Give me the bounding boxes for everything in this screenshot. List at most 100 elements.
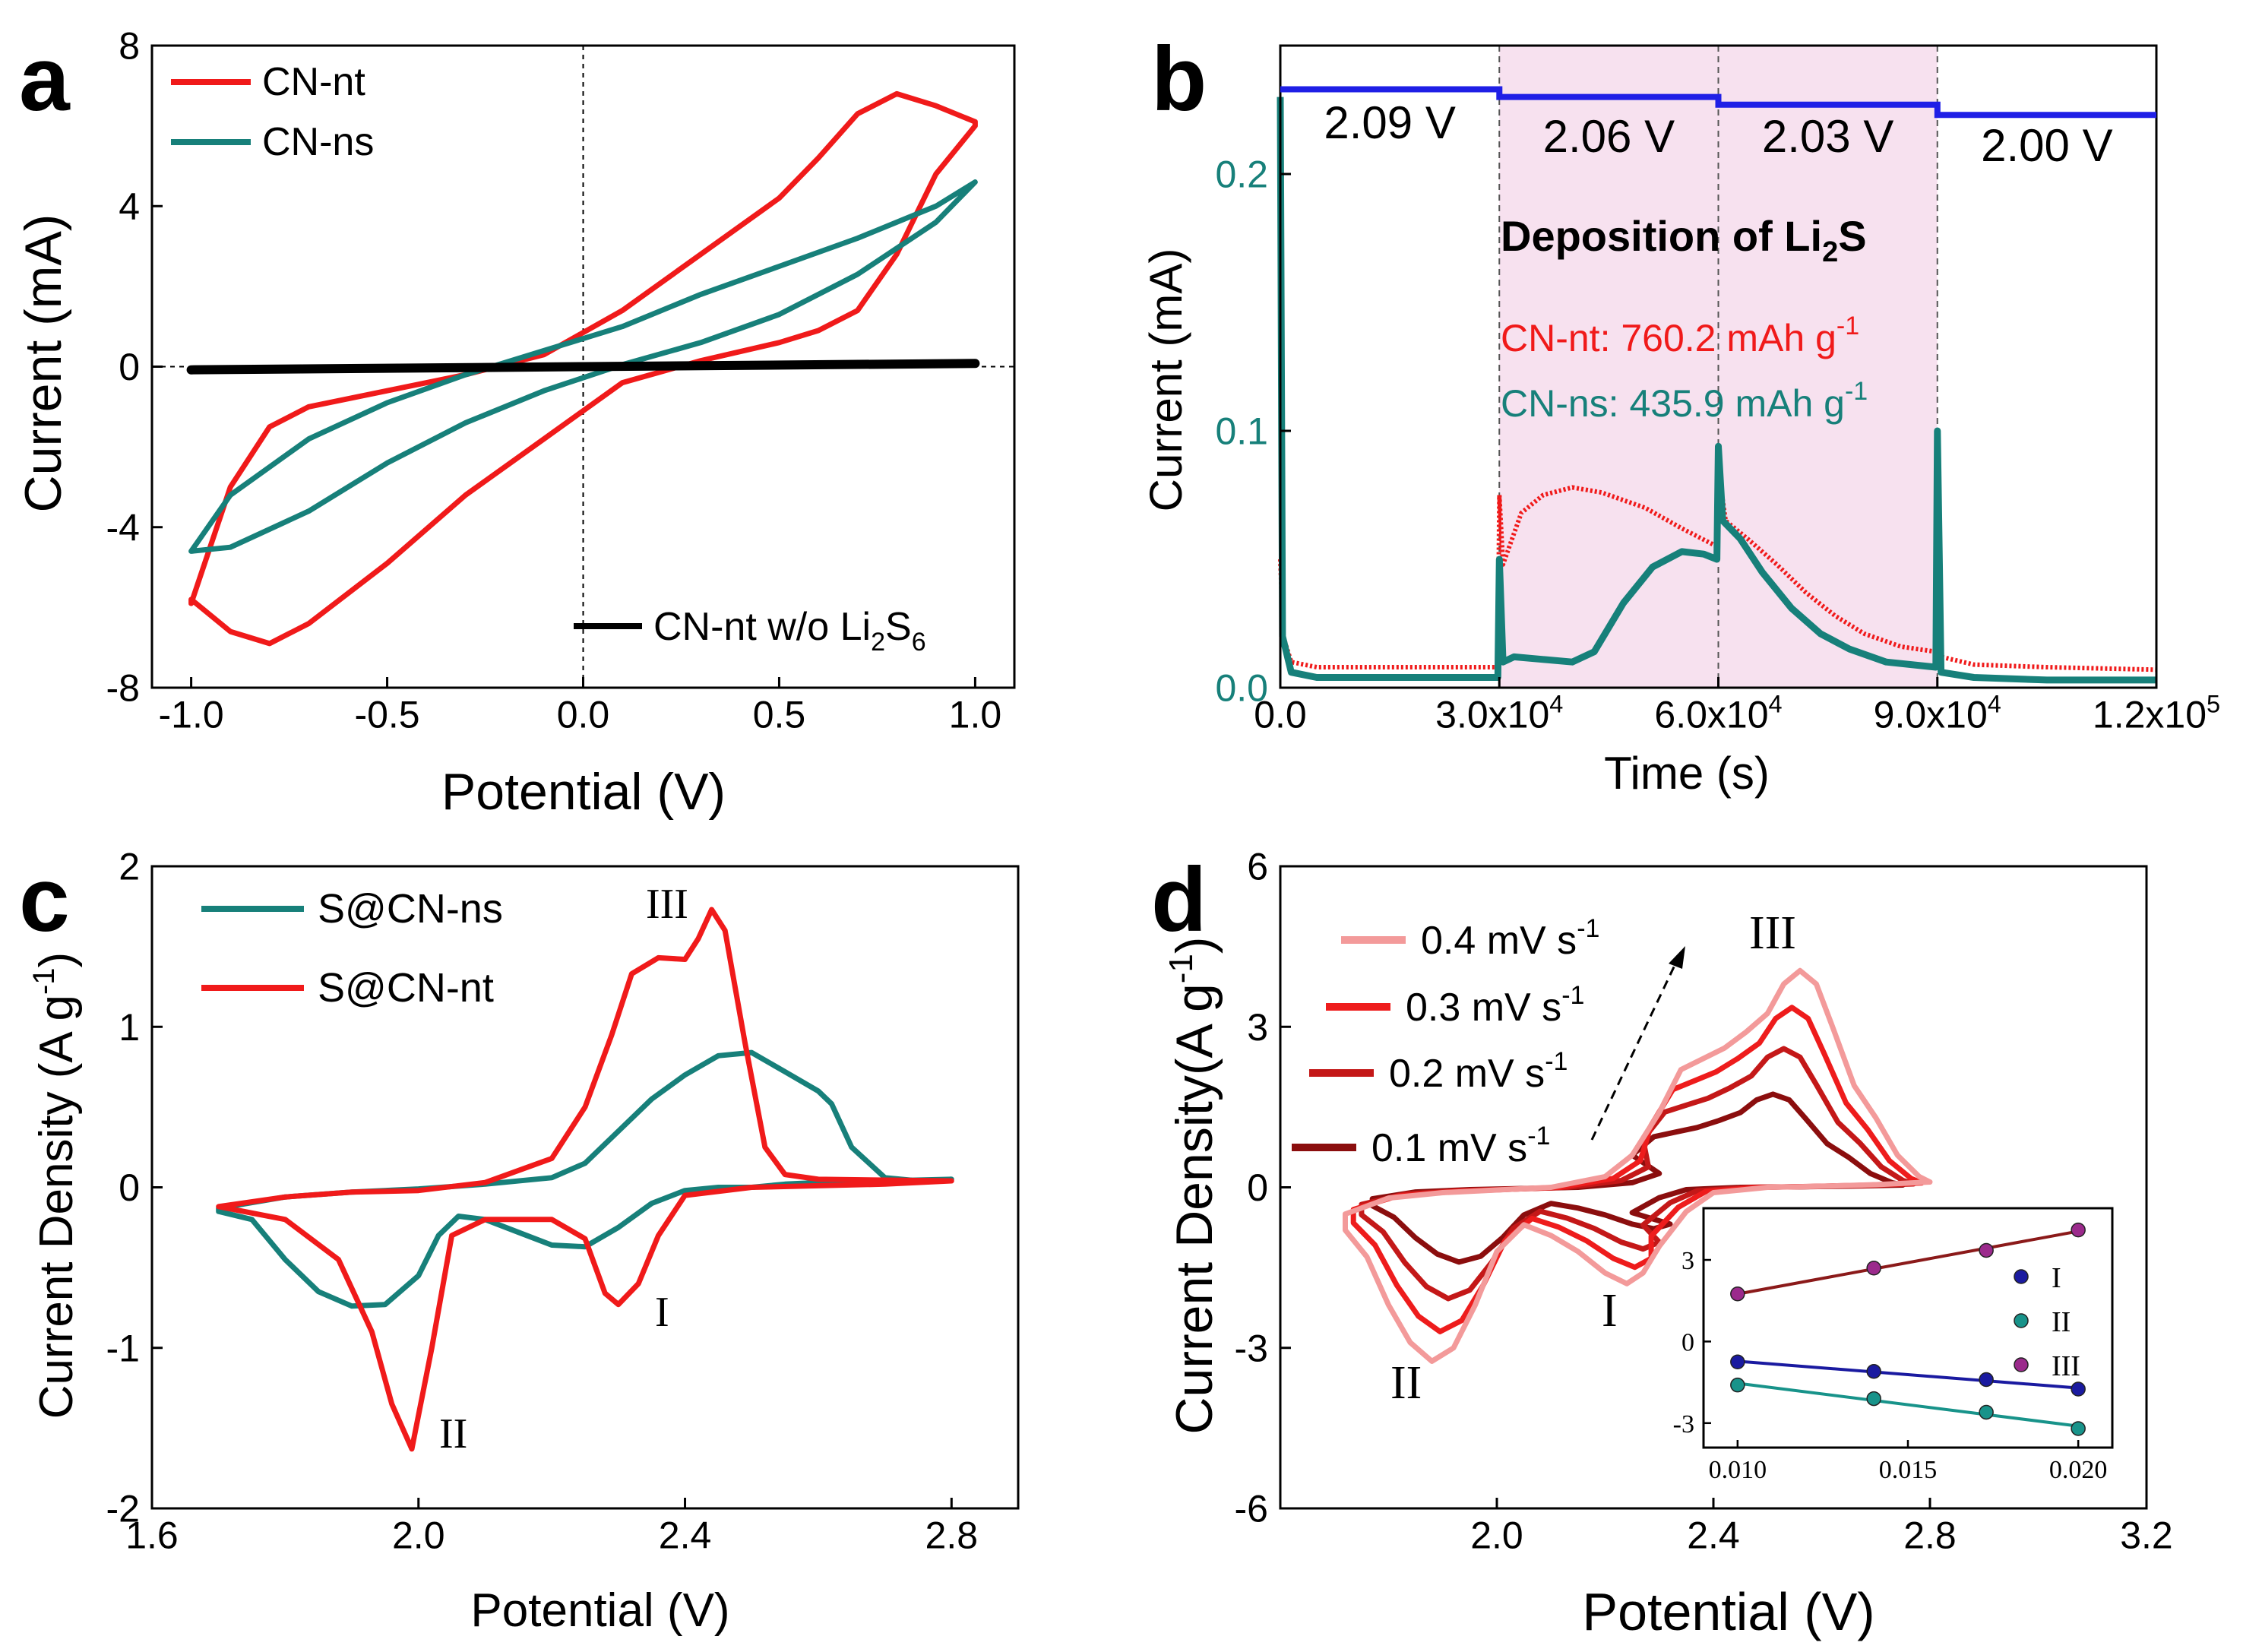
peak-label-c-III: III [646, 881, 688, 928]
inset-fit-III [1737, 1230, 2079, 1296]
capacity-cn-nt: CN-nt: 760.2 mAh g-1 [1501, 312, 1859, 359]
inset-point-I [1979, 1372, 1994, 1388]
legend-label-scan: 0.2 mV s-1 [1389, 1047, 1568, 1096]
peak-label-d-III: III [1749, 907, 1796, 959]
inset-xtick-label: 0.020 [2049, 1456, 2108, 1484]
panel-b-xtick-label: 9.0x104 [1874, 691, 2001, 736]
series-s-cn-nt [216, 907, 954, 1452]
panel-a-xlabel: Potential (V) [441, 763, 726, 821]
series-cn-ns [1277, 97, 2156, 684]
panel-d-xtick-label: 2.0 [1470, 1514, 1523, 1557]
panel-c-plot-area [216, 907, 954, 1452]
panel-a-xtick-label: 1.0 [949, 694, 1002, 736]
legend-label-s-cn-ns: S@CN-ns [318, 886, 503, 932]
voltage-step-line [1280, 86, 2156, 119]
legend-label-cn-ns: CN-ns [262, 120, 374, 164]
panel-b: b 0.0 3.0x104 6.0x104 9.0x104 1.2x1050.00.10… [1140, 28, 2220, 799]
panel-c-xlabel: Potential (V) [470, 1584, 729, 1637]
panel-c-xtick-label: 2.8 [925, 1514, 979, 1557]
annotation-cn-nt-wo-li2s6: CN-nt w/o Li2S6 [653, 605, 926, 657]
legend-label-scan: 0.1 mV s-1 [1371, 1122, 1550, 1170]
panel-d-ytick-label: 6 [1247, 846, 1268, 888]
panel-c-ytick-label: 1 [119, 1006, 140, 1049]
legend-label-scan: 0.3 mV s-1 [1406, 981, 1584, 1030]
panel-a-ytick-label: 8 [119, 25, 140, 68]
inset-point-I [1866, 1364, 1881, 1379]
panel-d-ytick-label: -6 [1235, 1488, 1268, 1530]
panel-b-xtick-label: 0.0 [1254, 694, 1307, 736]
series-scan-0-2 [1359, 1046, 1917, 1302]
legend-label-scan: 0.4 mV s-1 [1421, 914, 1599, 963]
panel-d-ytick-label: 3 [1247, 1006, 1268, 1049]
panel-d-ytick-label: 0 [1247, 1166, 1268, 1209]
panel-d-xtick-label: 2.8 [1903, 1514, 1957, 1557]
capacity-cn-ns: CN-ns: 435.9 mAh g-1 [1501, 377, 1868, 425]
panel-a-ytick-label: 4 [119, 185, 140, 228]
inset-point-III [1979, 1242, 1994, 1258]
panel-a-ytick-label: -4 [106, 506, 140, 549]
panel-c-ytick-label: -1 [106, 1327, 140, 1369]
inset-point-III [1730, 1286, 1745, 1302]
legend-label-cn-nt: CN-nt [262, 60, 365, 104]
inset-legend-marker-II [2014, 1313, 2029, 1328]
panel-b-ylabel: Current (mA) [1140, 248, 1191, 512]
panel-b-ytick-label: 0.0 [1215, 667, 1268, 710]
panel-b-shaded-band [1498, 46, 1938, 688]
panel-a-xtick-label: -1.0 [159, 694, 224, 736]
panel-d: d 2.0 2.4 2.8 3.2 -6 -3 0 3 6 0.4 mV s-1 0.3 mV s… [1151, 846, 2173, 1642]
inset-point-II [1730, 1377, 1745, 1393]
panel-a-xtick-label: 0.0 [557, 694, 610, 736]
panel-d-legend: 0.4 mV s-1 0.3 mV s-1 0.2 mV s-1 0.1 mV s-1 [1292, 914, 1599, 1170]
inset-legend-marker-III [2014, 1357, 2029, 1372]
peak-label-d-II: II [1390, 1357, 1422, 1409]
peak-label-c-II: II [439, 1410, 467, 1457]
panel-b-xtick-label: 1.2x105 [2093, 691, 2220, 736]
inset-xtick-label: 0.010 [1709, 1456, 1767, 1484]
panel-c-axes: 1.6 2.0 2.4 2.8 -2 -1 0 1 2 [106, 846, 1020, 1557]
panel-label-b: b [1151, 28, 1207, 130]
panel-b-xlabel: Time (s) [1604, 748, 1770, 799]
inset-legend-label: II [2052, 1306, 2071, 1338]
panel-c-ytick-label: 0 [119, 1166, 140, 1209]
series-scan-0-4 [1343, 967, 1933, 1364]
inset-ytick-label: 0 [1681, 1328, 1694, 1356]
series-cn-ns [188, 179, 978, 554]
panel-b-ytick-label: 0.1 [1215, 410, 1268, 453]
panel-d-ylabel: Current Density(A g-1) [1163, 936, 1223, 1434]
panel-a: a -1.0 -0.5 0.0 0.5 1.0 -8 -4 0 4 8 CN-nt CN-ns C… [14, 25, 1016, 821]
inset-point-II [1979, 1404, 1994, 1420]
voltage-step-label: 2.00 V [1981, 120, 2112, 171]
deposition-title: Deposition of Li2S [1501, 212, 1867, 268]
panel-d-xtick-label: 2.4 [1687, 1514, 1740, 1557]
inset-point-I [1730, 1354, 1745, 1369]
inset-point-III [1866, 1261, 1881, 1276]
panel-d-axes: 2.0 2.4 2.8 3.2 -6 -3 0 3 6 [1235, 846, 2173, 1557]
inset-point-III [2071, 1222, 2086, 1238]
inset-ytick-label: -3 [1673, 1410, 1694, 1438]
panel-b-voltage-steps: 2.09 V 2.06 V 2.03 V 2.00 V [1280, 86, 2156, 171]
panel-a-xtick-label: 0.5 [753, 694, 806, 736]
panel-a-ylabel: Current (mA) [14, 214, 72, 513]
series-cn-nt-w-o-li2s6 [186, 359, 980, 375]
panel-c-ytick-label: -2 [106, 1488, 140, 1530]
voltage-step-label: 2.09 V [1324, 97, 1455, 148]
panel-b-axes: 0.0 3.0x104 6.0x104 9.0x104 1.2x105 0.0 0.1 0.2 [1215, 44, 2220, 736]
panel-c-ytick-label: 2 [119, 846, 140, 888]
legend-label-s-cn-nt: S@CN-nt [318, 965, 494, 1011]
inset-fit-I [1737, 1359, 2079, 1390]
inset-legend-marker-I [2014, 1269, 2029, 1284]
series-cn-nt [188, 90, 978, 647]
panel-label-c: c [19, 849, 70, 951]
panel-a-xtick-label: -0.5 [354, 694, 419, 736]
inset-ytick-label: 3 [1681, 1247, 1694, 1275]
panel-c-frame [150, 865, 1020, 1510]
inset-legend-label: I [2052, 1262, 2061, 1294]
peak-label-c-I: I [655, 1289, 669, 1336]
panel-c-xtick-label: 2.0 [392, 1514, 445, 1557]
panel-b-xtick-label: 3.0x104 [1435, 691, 1563, 736]
panel-b-xtick-label: 6.0x104 [1654, 691, 1782, 736]
panel-d-xlabel: Potential (V) [1582, 1582, 1874, 1641]
panel-c-ylabel: Current Density (A g-1) [27, 952, 83, 1419]
panel-a-ytick-label: -8 [106, 667, 140, 710]
